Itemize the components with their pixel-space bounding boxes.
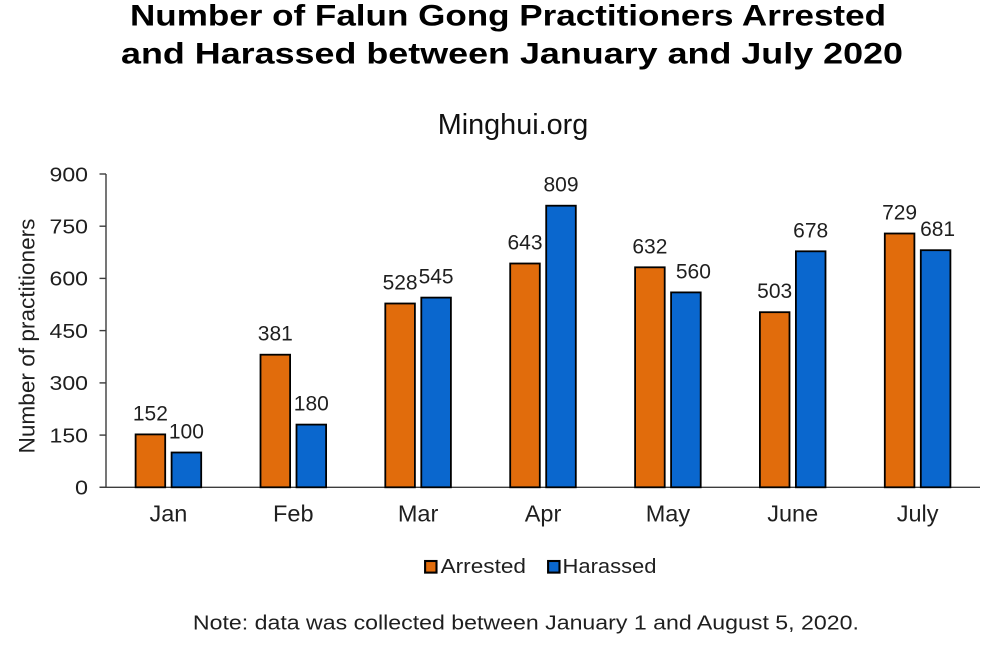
svg-text:June: June [767, 501, 818, 527]
svg-text:545: 545 [419, 266, 454, 289]
svg-text:150: 150 [50, 425, 89, 447]
svg-text:381: 381 [258, 323, 293, 346]
svg-text:750: 750 [50, 217, 89, 239]
svg-text:Arrested: Arrested [441, 556, 526, 578]
svg-text:681: 681 [920, 218, 955, 241]
svg-text:and Harassed between January a: and Harassed between January and July 20… [121, 38, 903, 71]
svg-text:809: 809 [543, 174, 578, 197]
svg-text:643: 643 [507, 232, 542, 255]
svg-text:Jan: Jan [149, 501, 187, 527]
svg-text:450: 450 [50, 321, 89, 343]
svg-text:300: 300 [50, 373, 89, 395]
svg-text:Mar: Mar [398, 501, 439, 527]
svg-text:678: 678 [793, 219, 828, 242]
svg-text:July: July [897, 501, 939, 527]
svg-text:503: 503 [757, 280, 792, 303]
svg-text:600: 600 [50, 269, 89, 291]
svg-text:Number of Falun Gong Practitio: Number of Falun Gong Practitioners Arres… [130, 0, 886, 33]
svg-text:632: 632 [632, 235, 667, 258]
svg-text:Apr: Apr [525, 501, 562, 527]
svg-text:528: 528 [383, 272, 418, 295]
svg-text:560: 560 [676, 260, 711, 283]
svg-text:Note: data was collected betwe: Note: data was collected between January… [193, 611, 859, 634]
svg-text:Feb: Feb [273, 501, 314, 527]
svg-text:0: 0 [75, 478, 88, 500]
svg-text:900: 900 [50, 164, 89, 186]
svg-text:Minghui.org: Minghui.org [438, 109, 589, 141]
svg-text:May: May [646, 501, 691, 527]
svg-text:100: 100 [169, 421, 204, 444]
svg-text:152: 152 [133, 402, 168, 425]
svg-text:Number of practitioners: Number of practitioners [15, 219, 40, 454]
svg-text:Harassed: Harassed [563, 556, 657, 578]
svg-text:180: 180 [294, 393, 329, 416]
svg-text:729: 729 [882, 202, 917, 225]
